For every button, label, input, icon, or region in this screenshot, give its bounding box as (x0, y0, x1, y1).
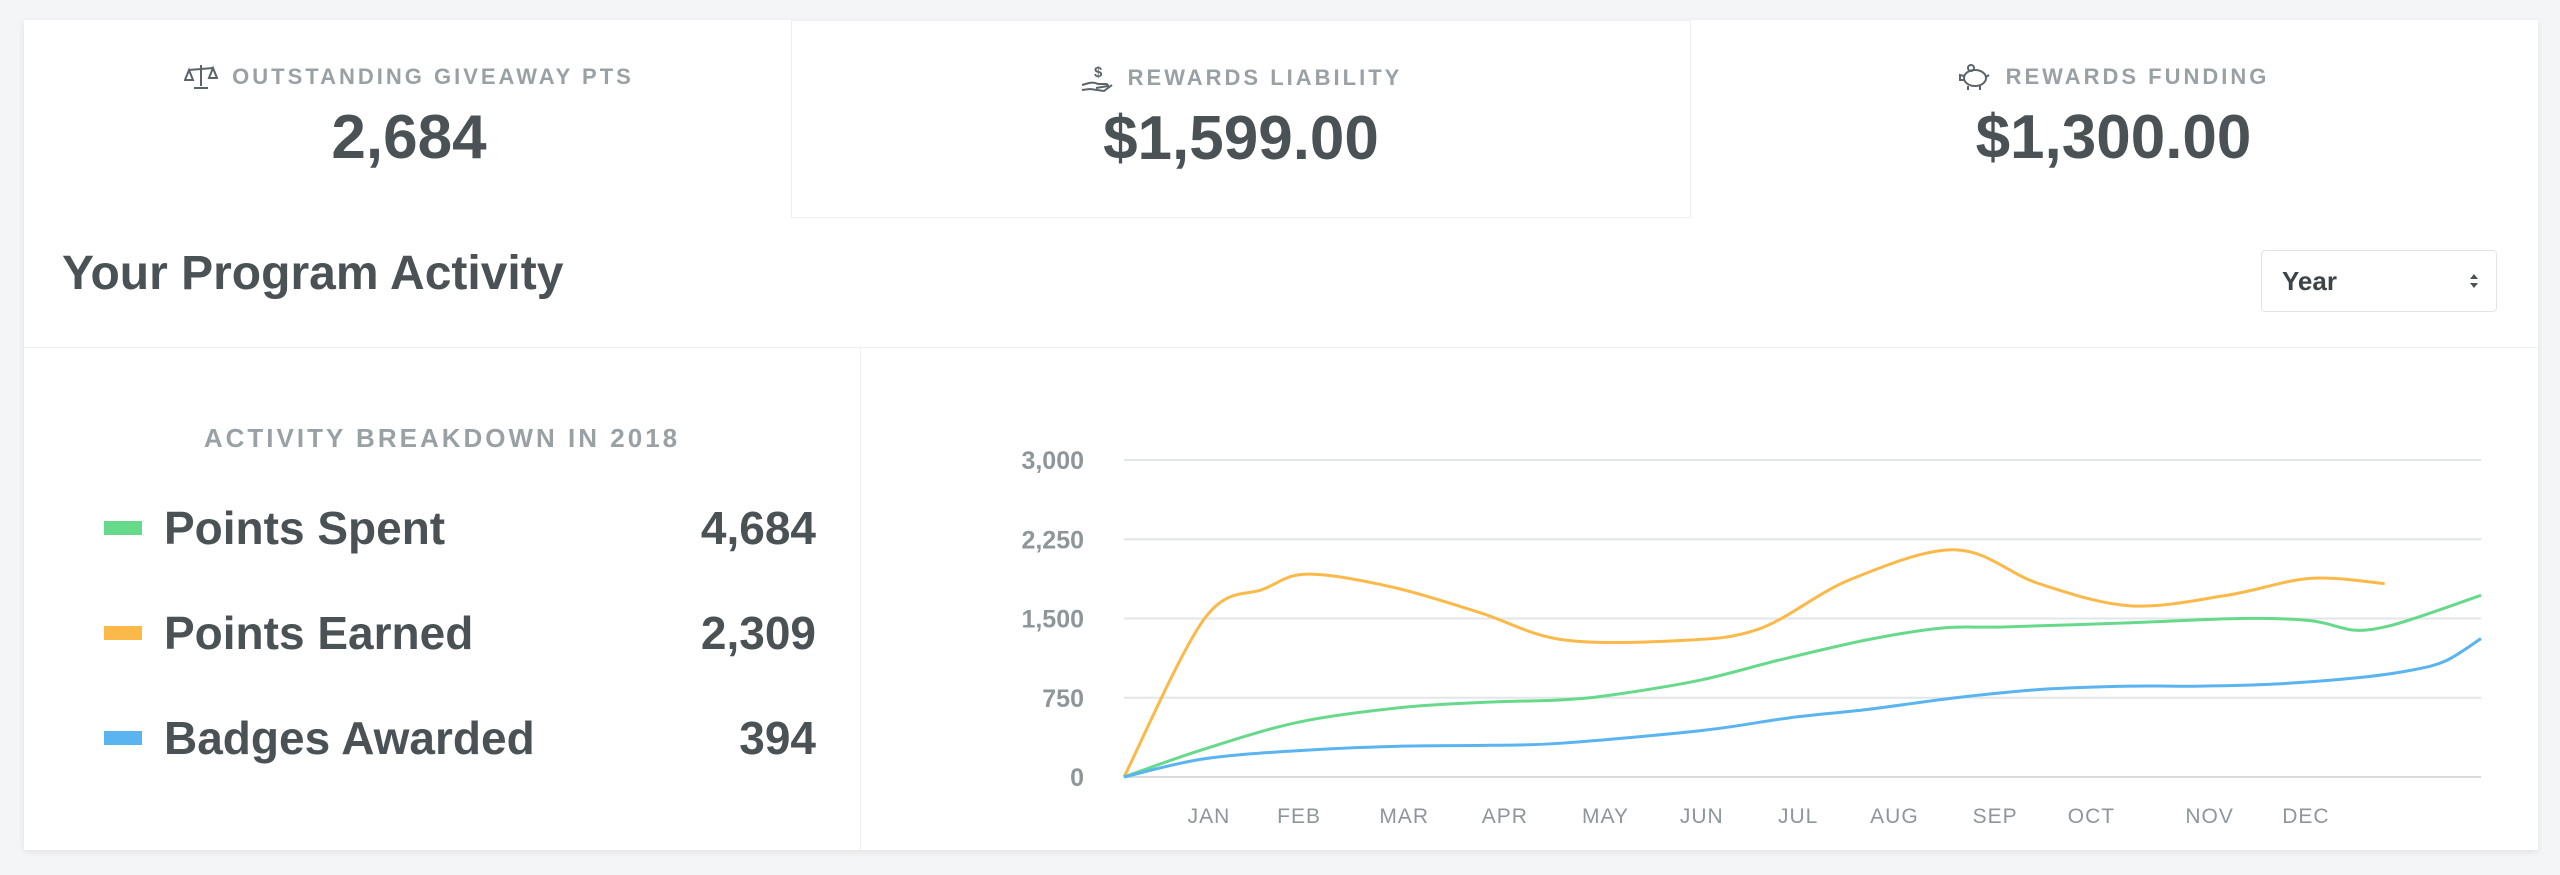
series-line-badges-awarded (1123, 637, 2482, 779)
y-tick-label: 0 (1070, 764, 1084, 792)
legend-value: 4,684 (700, 502, 816, 554)
stat-outstanding-giveaway-pts: OUTSTANDING GIVEAWAY PTS 2,684 (24, 20, 794, 217)
legend-swatch (104, 521, 142, 535)
breakdown-title: ACTIVITY BREAKDOWN IN 2018 (203, 423, 681, 453)
legend-points-spent: Points Spent 4,684 (104, 498, 816, 558)
y-tick-label: 3,000 (1021, 447, 1084, 475)
x-tick-label: MAR (1379, 805, 1429, 828)
stat-label: REWARDS FUNDING (2005, 64, 2270, 89)
x-tick-label: FEB (1277, 805, 1321, 828)
svg-text:$: $ (1094, 64, 1103, 81)
x-tick-label: APR (1482, 805, 1528, 828)
stat-rewards-funding: REWARDS FUNDING $1,300.00 (1689, 20, 2538, 217)
x-tick-label: JUL (1778, 805, 1818, 828)
column-divider (860, 348, 861, 850)
chevron-up-down-icon (2470, 274, 2478, 288)
activity-title: Your Program Activity (62, 247, 564, 300)
period-select-value: Year (2282, 265, 2337, 296)
legend-swatch (104, 626, 142, 640)
y-tick-label: 1,500 (1021, 606, 1084, 634)
x-tick-label: JUN (1680, 805, 1724, 828)
scale-icon (184, 65, 219, 89)
y-tick-label: 750 (1042, 685, 1084, 713)
stat-value: $1,599.00 (1103, 104, 1379, 173)
dashboard-card: OUTSTANDING GIVEAWAY PTS 2,684 $ REWARDS… (24, 20, 2538, 850)
x-tick-label: OCT (2068, 805, 2115, 828)
stat-label: REWARDS LIABILITY (1127, 65, 1403, 90)
series-line-points-earned (1122, 548, 2385, 778)
x-tick-label: DEC (2282, 805, 2329, 828)
legend-value: 394 (739, 712, 816, 764)
stat-value: 2,684 (331, 103, 487, 172)
stat-rewards-liability: $ REWARDS LIABILITY $1,599.00 (791, 20, 1691, 218)
period-select[interactable]: Year (2261, 250, 2497, 312)
activity-line-chart: 0 750 1,500 2,250 3,000 JAN FEB MAR APR MAY JUN JUL… (1021, 447, 2482, 828)
legend-label: Points Spent (164, 502, 446, 554)
legend-badges-awarded: Badges Awarded 394 (104, 708, 816, 768)
stat-value: $1,300.00 (1975, 103, 2252, 172)
legend-swatch (104, 731, 142, 745)
y-tick-label: 2,250 (1021, 526, 1084, 554)
stat-label: OUTSTANDING GIVEAWAY PTS (232, 64, 634, 89)
series-line-points-spent (1123, 593, 2482, 779)
x-tick-label: JAN (1188, 805, 1231, 828)
x-tick-label: AUG (1870, 805, 1919, 828)
hand-dollar-icon: $ (1081, 64, 1113, 93)
piggy-bank-icon (1958, 64, 1990, 90)
legend-value: 2,309 (700, 607, 816, 659)
legend-label: Points Earned (164, 607, 474, 659)
x-tick-label: NOV (2185, 805, 2234, 828)
section-divider (24, 347, 2538, 348)
legend-points-earned: Points Earned 2,309 (104, 603, 816, 663)
x-tick-label: MAY (1582, 805, 1629, 828)
x-tick-label: SEP (1973, 805, 2018, 828)
legend-label: Badges Awarded (164, 712, 535, 764)
